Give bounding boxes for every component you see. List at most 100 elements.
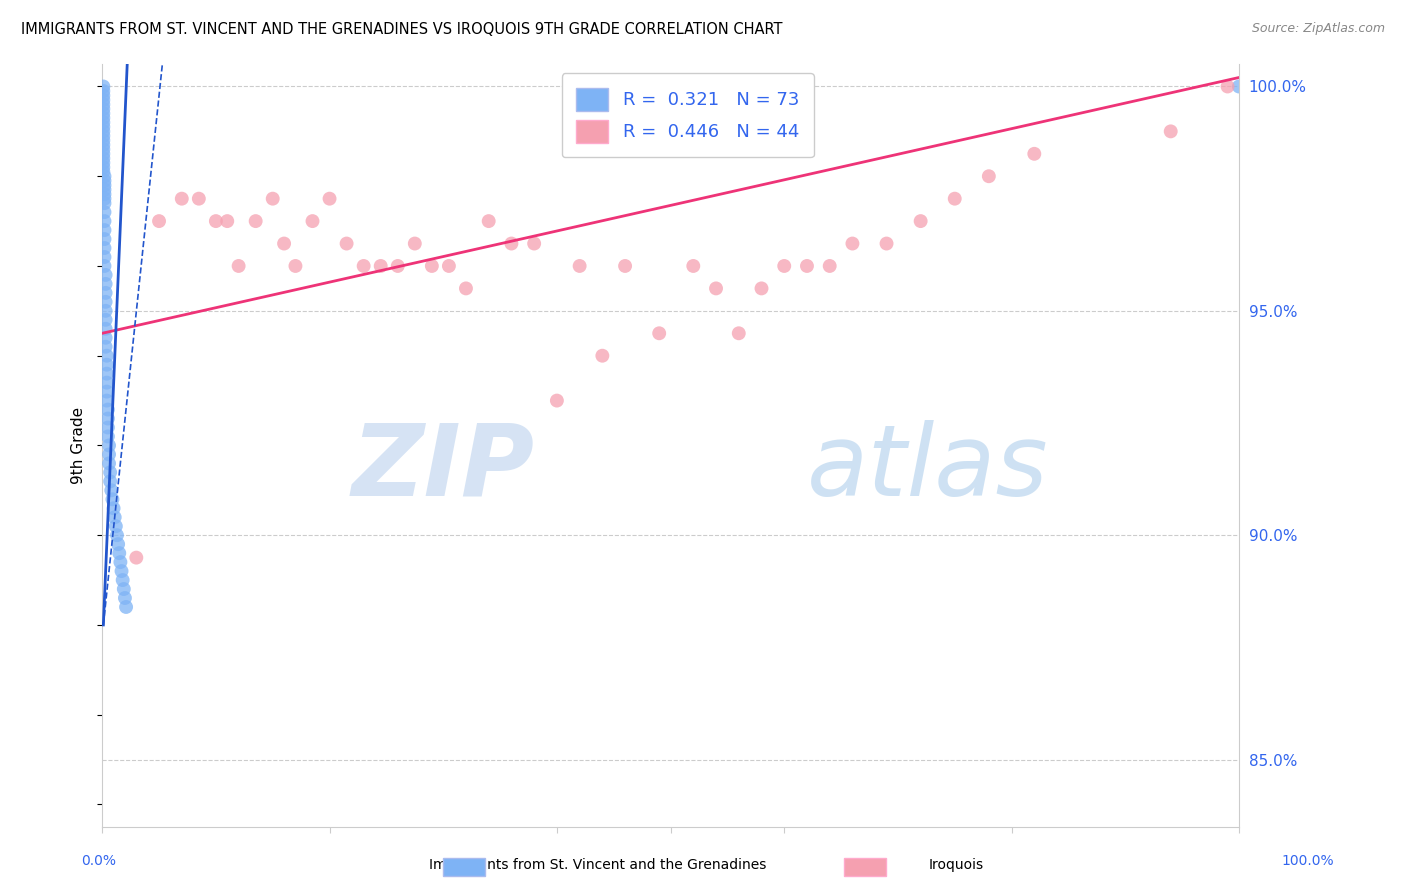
Point	[98, 438, 121, 452]
Point	[1160, 124, 1182, 138]
Point	[105, 528, 128, 542]
Point	[94, 303, 117, 318]
Point	[94, 331, 117, 345]
Point	[100, 483, 122, 498]
Point	[187, 192, 209, 206]
Point	[93, 88, 115, 103]
Point	[93, 146, 115, 161]
Point	[818, 259, 841, 273]
Point	[93, 137, 115, 152]
Point	[318, 192, 340, 206]
Point	[110, 564, 132, 578]
Point	[943, 192, 966, 206]
Point	[112, 582, 135, 596]
Point	[336, 236, 359, 251]
Point	[370, 259, 392, 273]
Text: 100.0%: 100.0%	[1281, 854, 1334, 868]
Point	[284, 259, 307, 273]
Point	[648, 326, 671, 341]
Point	[1024, 146, 1046, 161]
Point	[93, 115, 115, 129]
Point	[387, 259, 409, 273]
Point	[93, 155, 115, 169]
Point	[301, 214, 323, 228]
Text: Immigrants from St. Vincent and the Grenadines: Immigrants from St. Vincent and the Gren…	[429, 858, 766, 872]
Point	[94, 294, 117, 309]
Point	[103, 501, 125, 516]
Point	[245, 214, 267, 228]
Point	[93, 183, 115, 197]
Point	[93, 79, 115, 94]
Point	[104, 510, 127, 524]
Text: Source: ZipAtlas.com: Source: ZipAtlas.com	[1251, 22, 1385, 36]
Point	[115, 599, 138, 614]
Text: Iroquois: Iroquois	[928, 858, 984, 872]
Point	[98, 447, 121, 461]
Point	[107, 537, 129, 551]
Point	[93, 120, 115, 134]
Point	[125, 550, 148, 565]
Text: ZIP: ZIP	[352, 420, 534, 516]
Point	[94, 322, 117, 336]
Point	[96, 376, 118, 390]
Text: atlas: atlas	[807, 420, 1049, 516]
Point	[97, 420, 120, 434]
Point	[977, 169, 1000, 184]
Point	[94, 268, 117, 282]
Point	[93, 133, 115, 147]
Point	[93, 205, 115, 219]
Point	[93, 142, 115, 156]
Text: 0.0%: 0.0%	[82, 854, 115, 868]
Point	[98, 466, 121, 480]
Point	[910, 214, 932, 228]
Text: IMMIGRANTS FROM ST. VINCENT AND THE GRENADINES VS IROQUOIS 9TH GRADE CORRELATION: IMMIGRANTS FROM ST. VINCENT AND THE GREN…	[21, 22, 783, 37]
Point	[93, 84, 115, 98]
Point	[94, 313, 117, 327]
Point	[97, 411, 120, 425]
Point	[94, 285, 117, 300]
Point	[96, 384, 118, 399]
Point	[93, 223, 115, 237]
Point	[93, 169, 115, 184]
Point	[876, 236, 898, 251]
Point	[1227, 79, 1250, 94]
Point	[704, 281, 727, 295]
Point	[420, 259, 443, 273]
Point	[93, 192, 115, 206]
Point	[93, 102, 115, 116]
Point	[93, 165, 115, 179]
Point	[114, 591, 136, 605]
Point	[93, 128, 115, 143]
Point	[104, 519, 127, 533]
Point	[217, 214, 239, 228]
Point	[93, 161, 115, 175]
Point	[93, 124, 115, 138]
Point	[546, 393, 568, 408]
Point	[96, 393, 118, 408]
Point	[262, 192, 284, 206]
Point	[93, 97, 115, 112]
Point	[93, 93, 115, 107]
Point	[98, 475, 121, 489]
Point	[93, 106, 115, 120]
Point	[404, 236, 426, 251]
Point	[796, 259, 818, 273]
Point	[273, 236, 295, 251]
Point	[1216, 79, 1239, 94]
Point	[96, 349, 118, 363]
Point	[93, 111, 115, 125]
Y-axis label: 9th Grade: 9th Grade	[72, 407, 86, 484]
Point	[591, 349, 613, 363]
Point	[478, 214, 501, 228]
Point	[108, 546, 131, 560]
Point	[93, 174, 115, 188]
Point	[111, 573, 134, 587]
Point	[96, 358, 118, 372]
Point	[96, 367, 118, 381]
Point	[93, 232, 115, 246]
Point	[93, 178, 115, 193]
Point	[568, 259, 591, 273]
Point	[93, 187, 115, 202]
Point	[614, 259, 637, 273]
Point	[93, 250, 115, 264]
